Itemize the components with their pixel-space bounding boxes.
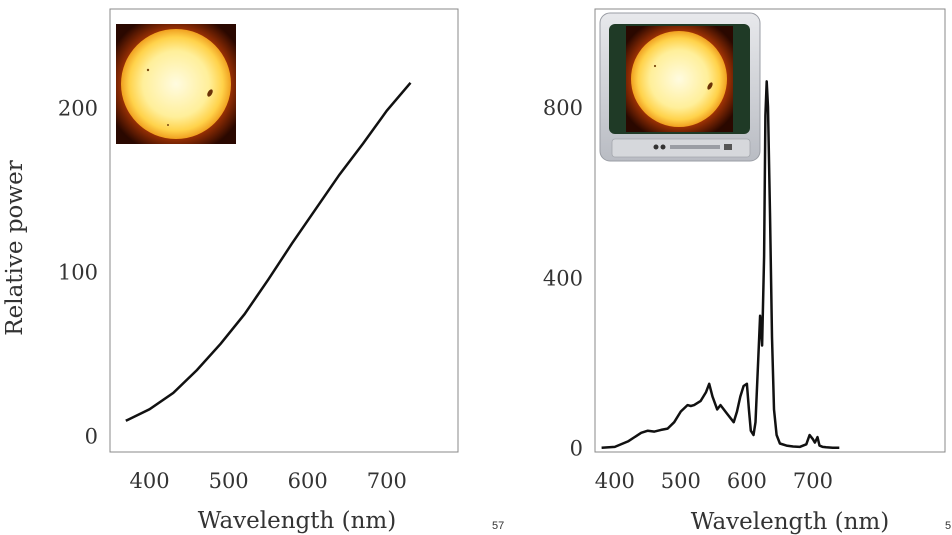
slide-number-cut: 5 <box>945 520 952 532</box>
x-tick-label: 500 <box>209 469 249 493</box>
series-line-left <box>125 81 412 422</box>
slide-number: 57 <box>492 520 505 532</box>
x-tick-label: 500 <box>661 469 701 493</box>
x-tick-labels-left: 400 500 600 700 <box>129 469 406 493</box>
plot-frame-right <box>594 8 946 453</box>
x-axis-label-left: Wavelength (nm) <box>198 508 396 534</box>
y-tick-label: 0 <box>85 425 98 449</box>
y-tick-label: 200 <box>58 96 98 120</box>
x-axis-label-right: Wavelength (nm) <box>691 509 889 535</box>
y-tick-label: 400 <box>543 266 583 290</box>
plot-frame-left <box>109 8 459 453</box>
sun-image <box>116 24 236 144</box>
y-tick-label: 800 <box>543 96 583 120</box>
x-tick-label: 400 <box>129 469 169 493</box>
y-tick-label: 0 <box>570 437 583 461</box>
x-tick-label: 400 <box>595 469 635 493</box>
y-tick-labels-left: 0 100 200 <box>58 96 98 448</box>
chart-right: 0 400 800 400 500 600 700 Wavelength (nm) <box>543 8 946 535</box>
chart-left: 0 100 200 400 500 600 700 Relative power Wave… <box>2 8 459 534</box>
x-tick-label: 700 <box>367 469 407 493</box>
tv-image <box>599 12 761 162</box>
y-tick-labels-right: 0 400 800 <box>543 96 583 461</box>
series-line-right <box>601 80 840 449</box>
x-tick-labels-right: 400 500 600 700 <box>595 469 833 493</box>
x-tick-label: 600 <box>727 469 767 493</box>
x-tick-label: 600 <box>288 469 328 493</box>
y-tick-label: 100 <box>58 261 98 285</box>
y-axis-label-left: Relative power <box>2 160 28 335</box>
x-tick-label: 700 <box>793 469 833 493</box>
